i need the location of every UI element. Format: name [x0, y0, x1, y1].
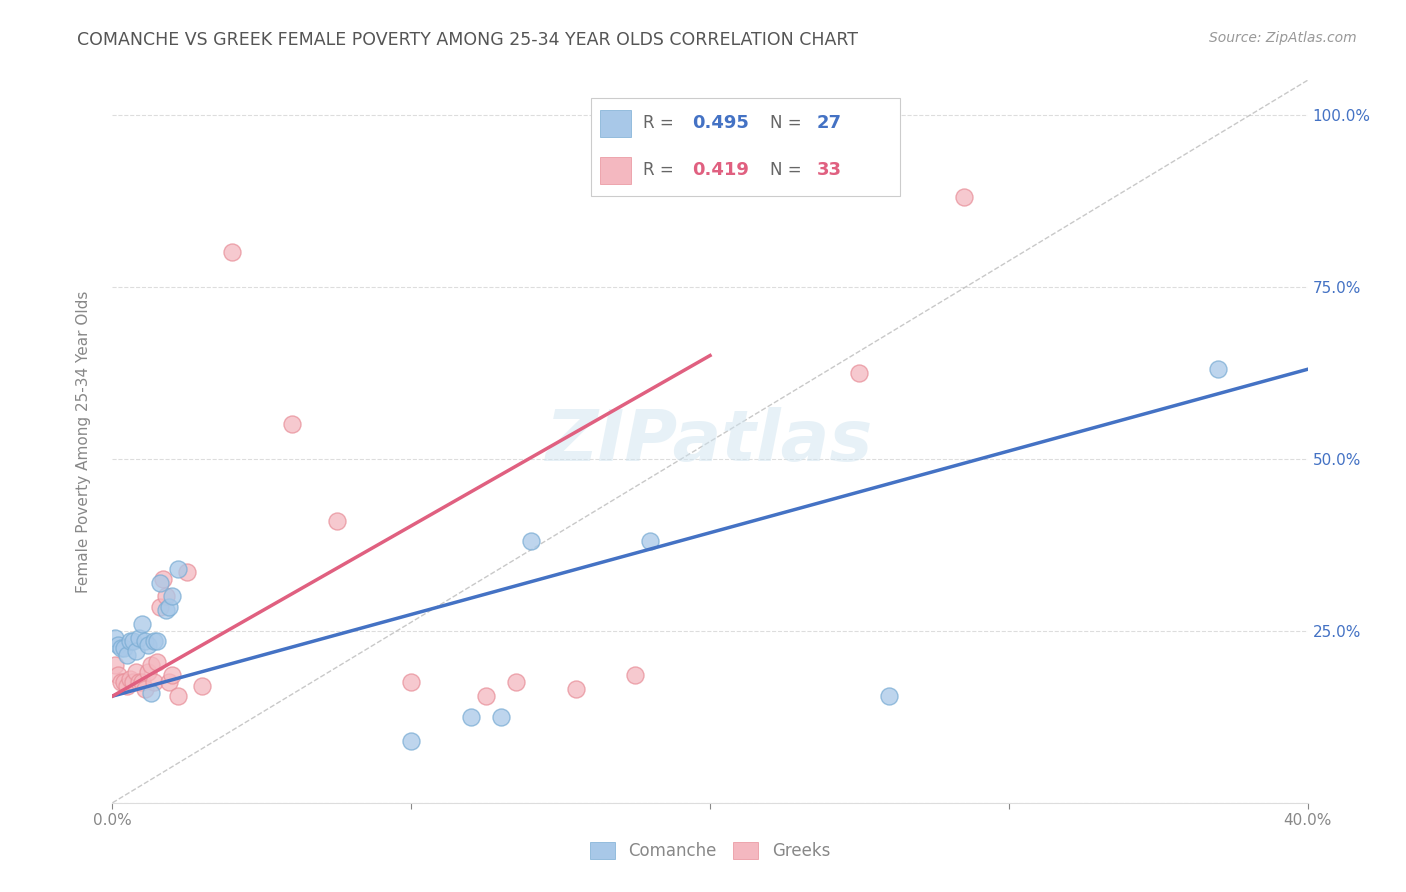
Point: [114, 675, 135, 690]
Point: [104, 631, 127, 645]
Point: [131, 616, 153, 631]
Point: [176, 566, 198, 580]
Bar: [600, 157, 631, 185]
Point: [120, 672, 142, 686]
Point: [475, 689, 498, 703]
Text: 0.419: 0.419: [693, 161, 749, 179]
Point: [107, 668, 129, 682]
Text: Source: ZipAtlas.com: Source: ZipAtlas.com: [1209, 31, 1357, 45]
Text: N =: N =: [770, 161, 807, 179]
Text: R =: R =: [643, 114, 679, 132]
Point: [221, 245, 243, 260]
Point: [143, 634, 166, 648]
Point: [401, 734, 423, 748]
Point: [167, 689, 190, 703]
Point: [640, 534, 662, 549]
Point: [141, 686, 163, 700]
Y-axis label: Female Poverty Among 25-34 Year Olds: Female Poverty Among 25-34 Year Olds: [76, 291, 91, 592]
Point: [143, 675, 166, 690]
FancyBboxPatch shape: [591, 98, 900, 196]
Text: R =: R =: [643, 161, 679, 179]
Point: [149, 575, 172, 590]
Legend: Comanche, Greeks: Comanche, Greeks: [583, 835, 837, 867]
Point: [281, 417, 304, 432]
Point: [460, 710, 482, 724]
Text: COMANCHE VS GREEK FEMALE POVERTY AMONG 25-34 YEAR OLDS CORRELATION CHART: COMANCHE VS GREEK FEMALE POVERTY AMONG 2…: [77, 31, 858, 49]
Point: [117, 648, 139, 662]
Point: [138, 638, 160, 652]
Text: 27: 27: [817, 114, 841, 132]
Point: [131, 675, 153, 690]
Point: [564, 682, 586, 697]
Text: 0.495: 0.495: [693, 114, 749, 132]
Point: [114, 640, 135, 655]
Point: [110, 675, 132, 690]
Text: ZIPatlas: ZIPatlas: [547, 407, 873, 476]
Point: [162, 668, 183, 682]
Point: [125, 644, 148, 658]
Point: [149, 599, 172, 614]
Point: [141, 658, 163, 673]
Point: [624, 668, 647, 682]
Point: [125, 665, 148, 679]
Point: [520, 534, 543, 549]
Point: [325, 514, 347, 528]
Point: [155, 603, 177, 617]
Point: [157, 675, 180, 690]
Point: [138, 665, 160, 679]
Point: [157, 599, 180, 614]
Point: [120, 634, 142, 648]
Point: [848, 366, 870, 380]
Point: [162, 590, 183, 604]
Bar: [600, 110, 631, 137]
Point: [879, 689, 901, 703]
Point: [146, 655, 169, 669]
Point: [117, 679, 139, 693]
Point: [122, 675, 145, 690]
Point: [107, 638, 129, 652]
Point: [191, 679, 214, 693]
Point: [1206, 362, 1229, 376]
Text: N =: N =: [770, 114, 807, 132]
Point: [134, 682, 156, 697]
Point: [128, 675, 150, 690]
Point: [122, 634, 145, 648]
Point: [146, 634, 169, 648]
Point: [110, 640, 132, 655]
Point: [953, 190, 976, 204]
Point: [505, 675, 527, 690]
Point: [167, 562, 190, 576]
Point: [155, 590, 177, 604]
Point: [128, 631, 150, 645]
Text: 33: 33: [817, 161, 841, 179]
Point: [401, 675, 423, 690]
Point: [134, 634, 156, 648]
Point: [489, 710, 512, 724]
Point: [104, 658, 127, 673]
Point: [152, 572, 174, 586]
